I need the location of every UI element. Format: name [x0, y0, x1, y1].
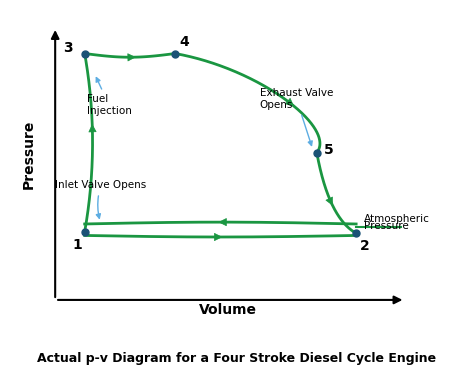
Text: Pressure: Pressure — [364, 221, 409, 231]
Text: Exhaust Valve
Opens: Exhaust Valve Opens — [260, 88, 333, 145]
Text: 1: 1 — [73, 238, 82, 252]
Text: Fuel
Injection: Fuel Injection — [87, 77, 131, 116]
Text: 2: 2 — [360, 239, 370, 254]
Text: Inlet Valve Opens: Inlet Valve Opens — [55, 180, 146, 218]
Text: Actual p-v Diagram for a Four Stroke Diesel Cycle Engine: Actual p-v Diagram for a Four Stroke Die… — [37, 352, 437, 365]
Text: Volume: Volume — [199, 303, 257, 317]
Text: 3: 3 — [63, 41, 73, 55]
Text: Atmospheric: Atmospheric — [364, 214, 430, 224]
Text: Pressure: Pressure — [21, 120, 36, 189]
Text: 4: 4 — [179, 35, 189, 49]
Text: 5: 5 — [324, 143, 334, 157]
